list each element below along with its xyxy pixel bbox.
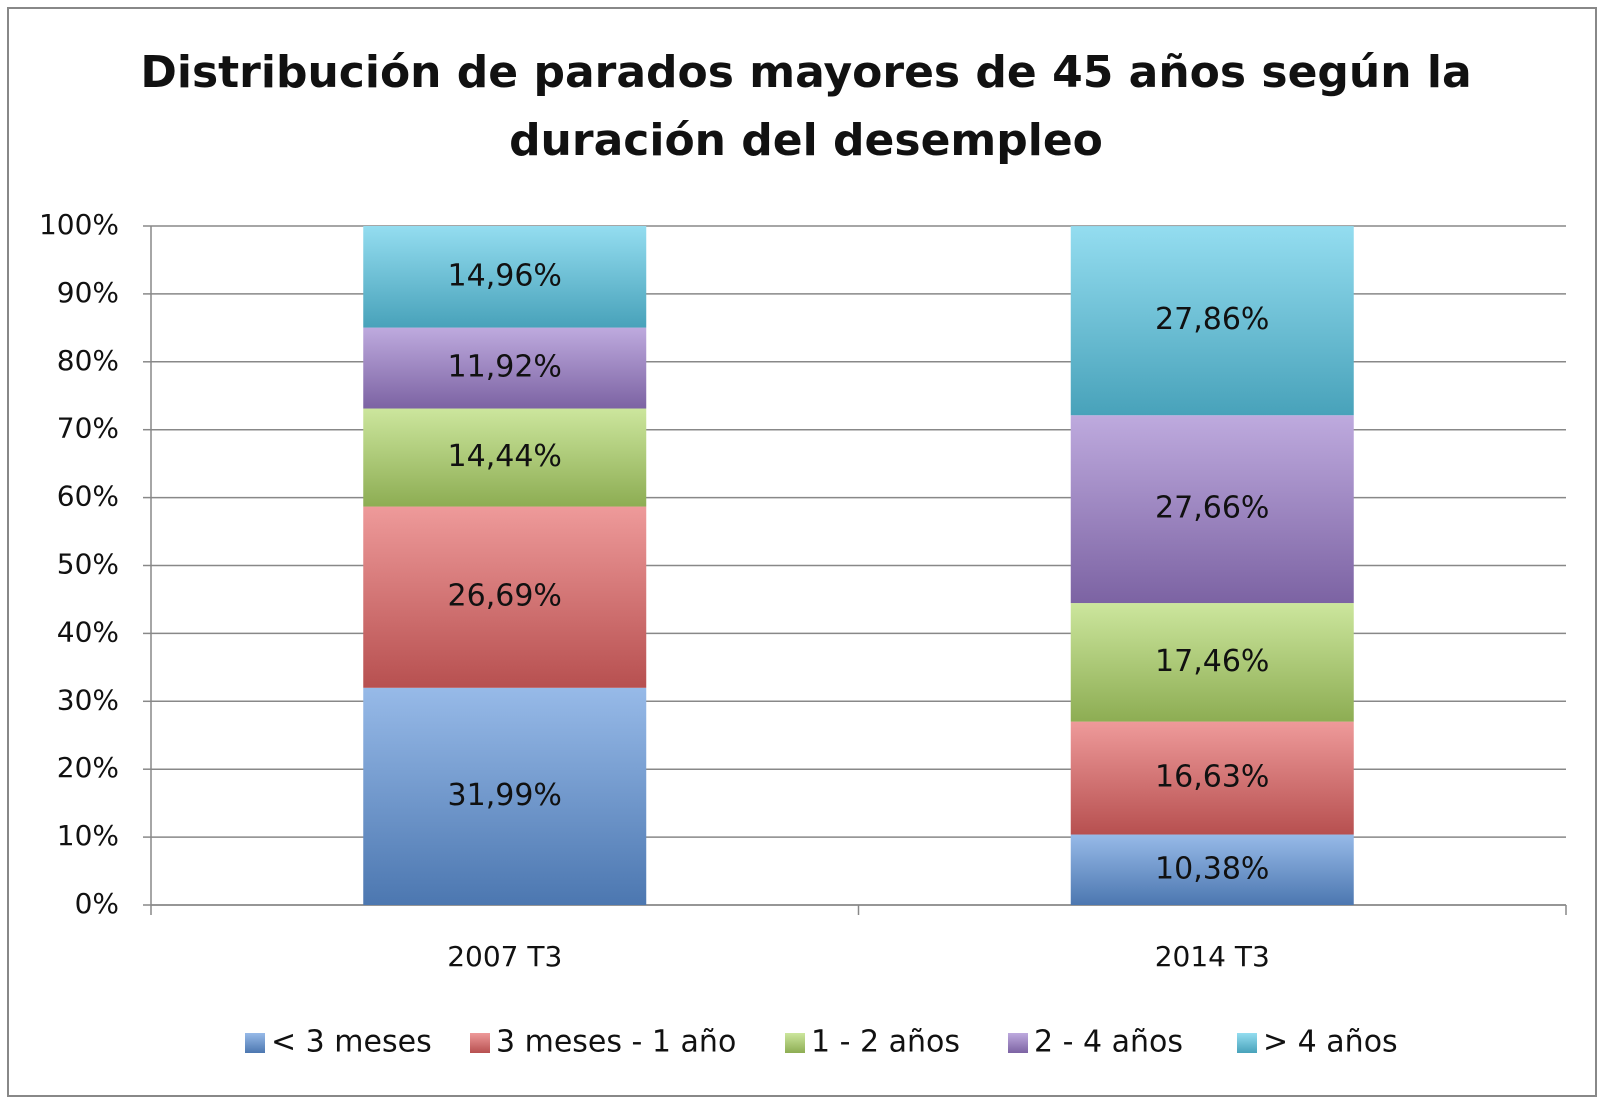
legend-label: 3 meses - 1 año bbox=[496, 1025, 736, 1060]
y-tick-label: 100% bbox=[39, 208, 119, 241]
legend-label: 2 - 4 años bbox=[1034, 1025, 1183, 1060]
legend-label: > 4 años bbox=[1263, 1025, 1398, 1060]
legend-swatch bbox=[1237, 1033, 1257, 1053]
data-label: 10,38% bbox=[1155, 851, 1269, 886]
chart-frame bbox=[7, 7, 1597, 1097]
y-tick-label: 50% bbox=[57, 548, 119, 581]
data-label: 11,92% bbox=[448, 350, 562, 385]
legend-swatch bbox=[470, 1033, 490, 1053]
bar-segment bbox=[363, 687, 647, 905]
data-label: 27,86% bbox=[1155, 302, 1269, 337]
chart-title: Distribución de parados mayores de 45 añ… bbox=[140, 47, 1471, 98]
y-tick-label: 30% bbox=[57, 683, 119, 716]
y-tick-label: 20% bbox=[57, 751, 119, 784]
y-tick-label: 70% bbox=[57, 412, 119, 445]
bar-segment bbox=[1070, 721, 1354, 835]
y-tick-label: 0% bbox=[75, 887, 119, 920]
data-label: 16,63% bbox=[1155, 760, 1269, 795]
y-tick-label: 60% bbox=[57, 480, 119, 513]
bar-segment bbox=[363, 226, 647, 328]
legend-swatch bbox=[1008, 1033, 1028, 1053]
chart-title: duración del desempleo bbox=[509, 115, 1103, 166]
y-tick-label: 90% bbox=[57, 276, 119, 309]
data-label: 31,99% bbox=[448, 778, 562, 813]
legend-label: < 3 meses bbox=[271, 1025, 432, 1060]
bar-segment bbox=[363, 327, 647, 409]
y-tick-label: 40% bbox=[57, 615, 119, 648]
data-label: 14,96% bbox=[448, 258, 562, 293]
x-tick-label: 2007 T3 bbox=[447, 940, 562, 973]
y-tick-label: 10% bbox=[57, 819, 119, 852]
data-label: 17,46% bbox=[1155, 644, 1269, 679]
legend-label: 1 - 2 años bbox=[811, 1025, 960, 1060]
y-tick-label: 80% bbox=[57, 344, 119, 377]
data-label: 26,69% bbox=[448, 579, 562, 614]
bar-segment bbox=[1070, 834, 1354, 905]
legend-swatch bbox=[245, 1033, 265, 1053]
bar-segment bbox=[363, 506, 647, 688]
bar-segment bbox=[1070, 603, 1354, 722]
data-label: 27,66% bbox=[1155, 491, 1269, 526]
legend-swatch bbox=[785, 1033, 805, 1053]
data-label: 14,44% bbox=[448, 439, 562, 474]
x-tick-label: 2014 T3 bbox=[1155, 940, 1270, 973]
bar-segment bbox=[1070, 415, 1354, 604]
bar-segment bbox=[1070, 226, 1354, 416]
bar-segment bbox=[363, 408, 647, 507]
